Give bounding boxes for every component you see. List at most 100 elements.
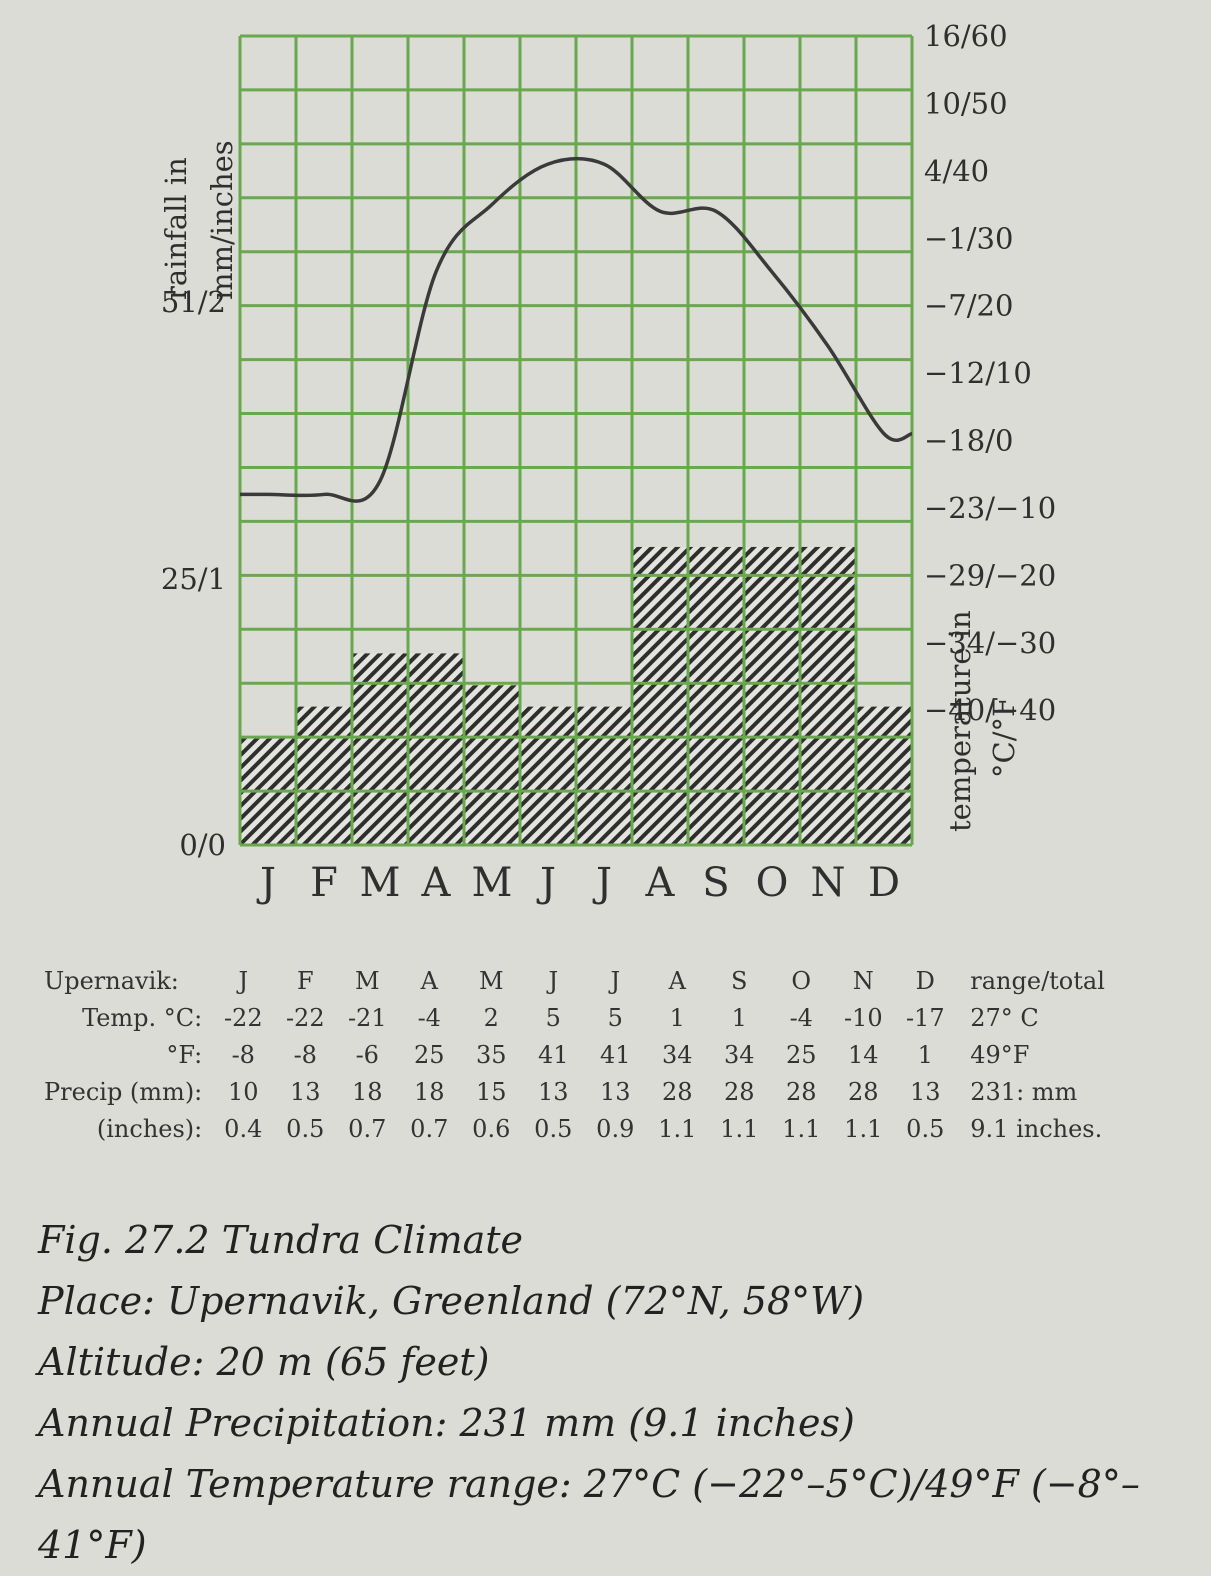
table-cell: -8 [212, 1036, 274, 1073]
table-cell: 1 [894, 1036, 956, 1073]
climate-chart: 0/025/151/2 16/6010/504/40−1/30−7/20−12/… [0, 0, 1211, 950]
figure-caption: Fig. 27.2 Tundra Climate Place: Upernavi… [38, 1210, 1211, 1576]
month-label: F [310, 860, 338, 906]
month-label: D [868, 860, 900, 906]
table-station-label: Upernavik: [44, 962, 212, 999]
precip-bar [856, 707, 912, 845]
caption-precip-value: 231 mm (9.1 inches) [459, 1401, 854, 1445]
table-cell: 28 [770, 1073, 832, 1110]
precip-bar [688, 547, 744, 845]
table-cell: 18 [398, 1073, 460, 1110]
precip-bar [296, 707, 352, 845]
table-cell: 1.1 [646, 1110, 708, 1147]
table-cell: -10 [832, 999, 894, 1036]
table-header-total: range/total [956, 962, 1105, 999]
month-label: J [536, 860, 556, 906]
right-axis-tick-label: −7/20 [924, 289, 1013, 323]
right-axis-tick-label: −18/0 [924, 424, 1013, 458]
table-month: J [584, 962, 646, 999]
month-label: A [421, 860, 452, 906]
table-row-label: Precip (mm): [44, 1073, 212, 1110]
climate-data-table: Upernavik: J F M A M J J A S O N D range… [44, 962, 1105, 1147]
caption-altitude: Altitude: 20 m (65 feet) [38, 1332, 1211, 1393]
table-cell: 25 [398, 1036, 460, 1073]
caption-place-key: Place: [38, 1279, 155, 1323]
table-cell: 14 [832, 1036, 894, 1073]
right-axis-tick-label: −23/−10 [924, 491, 1056, 525]
table-row-total: 231: mm [956, 1073, 1105, 1110]
table-row-total: 9.1 inches. [956, 1110, 1105, 1147]
caption-precipitation: Annual Precipitation: 231 mm (9.1 inches… [38, 1393, 1211, 1454]
table-cell: 41 [522, 1036, 584, 1073]
table-cell: -22 [212, 999, 274, 1036]
right-axis-tick-label: 16/60 [924, 19, 1008, 53]
table-month: M [336, 962, 398, 999]
table-month: J [522, 962, 584, 999]
month-label: J [256, 860, 276, 906]
table-cell: 28 [708, 1073, 770, 1110]
month-label: M [472, 860, 513, 906]
precip-bar [520, 707, 576, 845]
table-row-label: (inches): [44, 1110, 212, 1147]
table-cell: 5 [522, 999, 584, 1036]
precip-bar [632, 547, 688, 845]
precip-bar [464, 685, 520, 845]
table-cell: 15 [460, 1073, 522, 1110]
table-cell: -6 [336, 1036, 398, 1073]
table-row-label: Temp. °C: [44, 999, 212, 1036]
table-month: S [708, 962, 770, 999]
table-cell: 1.1 [770, 1110, 832, 1147]
precip-bar [800, 547, 856, 845]
table-cell: 2 [460, 999, 522, 1036]
month-label: A [645, 860, 676, 906]
table-cell: 0.7 [336, 1110, 398, 1147]
table-cell: 0.5 [274, 1110, 336, 1147]
table-month: D [894, 962, 956, 999]
table-cell: 0.9 [584, 1110, 646, 1147]
table-month: O [770, 962, 832, 999]
table-row: (inches): 0.4 0.5 0.7 0.7 0.6 0.5 0.9 1.… [44, 1110, 1105, 1147]
right-axis-tick-label: −12/10 [924, 356, 1032, 390]
table-cell: 0.4 [212, 1110, 274, 1147]
right-axis-title-line2: °C/°F [987, 697, 1021, 778]
caption-altitude-value: 20 m (65 feet) [216, 1340, 489, 1384]
month-label: J [592, 860, 612, 906]
table-row: Precip (mm): 10 13 18 18 15 13 13 28 28 … [44, 1073, 1105, 1110]
caption-altitude-key: Altitude: [38, 1340, 204, 1384]
table-cell: -4 [770, 999, 832, 1036]
table-cell: 10 [212, 1073, 274, 1110]
right-axis-title-line1: temperature in [943, 610, 977, 832]
table-cell: 0.5 [894, 1110, 956, 1147]
table-row: Temp. °C: -22 -22 -21 -4 2 5 5 1 1 -4 -1… [44, 999, 1105, 1036]
right-axis-tick-label: −29/−20 [924, 558, 1056, 592]
table-cell: 41 [584, 1036, 646, 1073]
table-cell: -17 [894, 999, 956, 1036]
month-label: M [360, 860, 401, 906]
caption-place-value: Upernavik, Greenland (72°N, 58°W) [167, 1279, 864, 1323]
caption-precip-key: Annual Precipitation: [38, 1401, 447, 1445]
table-month: N [832, 962, 894, 999]
table-row: °F: -8 -8 -6 25 35 41 41 34 34 25 14 1 4… [44, 1036, 1105, 1073]
table-cell: 13 [894, 1073, 956, 1110]
table-cell: 0.7 [398, 1110, 460, 1147]
table-cell: 1 [646, 999, 708, 1036]
month-label: S [702, 860, 729, 906]
table-cell: 13 [522, 1073, 584, 1110]
table-cell: 13 [584, 1073, 646, 1110]
table-cell: 28 [832, 1073, 894, 1110]
table-row-label: °F: [44, 1036, 212, 1073]
table-cell: -8 [274, 1036, 336, 1073]
month-label: N [811, 860, 846, 906]
table-cell: 5 [584, 999, 646, 1036]
caption-figure-title: Fig. 27.2 Tundra Climate [38, 1210, 1211, 1271]
table-month: A [646, 962, 708, 999]
left-axis-title-line1: rainfall in [159, 157, 193, 300]
table-cell: 1.1 [708, 1110, 770, 1147]
table-month: F [274, 962, 336, 999]
right-axis-tick-label: 10/50 [924, 86, 1008, 120]
month-label: O [756, 860, 789, 906]
table-cell: 28 [646, 1073, 708, 1110]
table-cell: -4 [398, 999, 460, 1036]
table-cell: 13 [274, 1073, 336, 1110]
right-axis-tick-label: 4/40 [924, 154, 989, 188]
